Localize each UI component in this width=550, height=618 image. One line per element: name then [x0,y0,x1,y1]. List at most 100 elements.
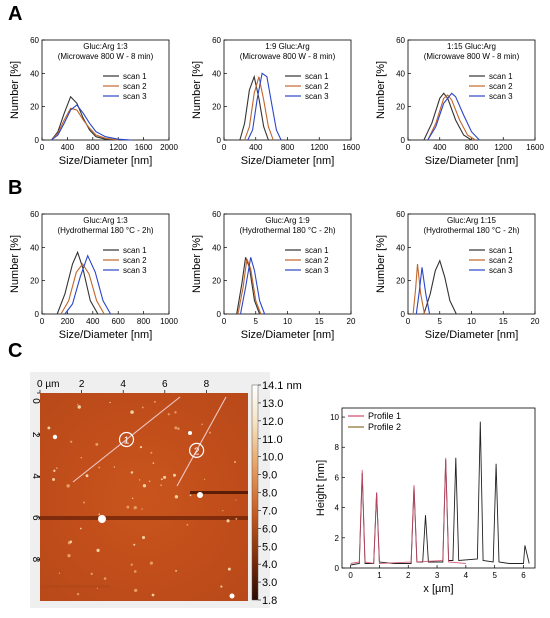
afm-particle [98,513,101,515]
series-line-scan-1 [51,95,119,141]
legend-label-scan-3: scan 3 [123,92,147,101]
afm-particle [235,517,238,520]
y-tick-label: 2 [335,534,340,543]
afm-particle [53,469,56,472]
chart-subtitle: (Hydrothermal 180 °C - 2h) [423,226,519,235]
x-tick-label: 1200 [310,143,328,152]
series-line-scan-3 [64,254,112,315]
afm-particle [126,505,130,509]
legend-label-scan-1: scan 1 [489,72,513,81]
x-axis-label: Size/Diameter [nm] [425,329,519,341]
chart-subtitle: (Microwave 800 W - 8 min) [240,52,336,61]
x-tick-label: 5 [254,317,259,326]
afm-particle [70,440,73,443]
dls-chart-3: 0 400 800 1200 1600 0 20 40 60 Size/Diameter [nm]… [375,36,544,167]
y-tick-label: 40 [212,243,221,252]
afm-y-tick-label: 0 [30,398,41,404]
afm-particle [130,410,134,414]
x-tick-label: 2000 [160,143,178,152]
afm-particle [103,577,107,580]
afm-x-tick-label: 8 [204,379,210,390]
profile-marker-2 [189,442,205,458]
y-tick-label: 0 [217,310,222,319]
legend-label-scan-2: scan 2 [489,82,513,91]
x-tick-label: 800 [281,143,295,152]
x-tick-label: 4 [464,571,469,580]
colorbar-tick-label: 14.1 nm [262,380,302,392]
dls-chart-2: 0 400 800 1200 1600 0 20 40 60 Size/Diameter [nm]… [191,36,360,167]
afm-particle [175,570,177,572]
colorbar-tick-label: 3.0 [262,577,277,589]
y-tick-label: 0 [217,136,222,145]
x-tick-label: 5 [438,317,443,326]
afm-particle [172,473,176,477]
y-tick-label: 60 [30,36,39,45]
y-tick-label: 40 [30,243,39,252]
afm-y-tick-label: 2 [30,432,41,438]
afm-x-tick-label: 6 [162,379,168,390]
series-line-scan-1 [423,92,472,141]
afm-particle [109,401,111,404]
y-axis-label: Number [%] [191,61,203,119]
profile-marker-1 [118,431,135,448]
afm-particle [113,466,116,468]
afm-particle [233,460,237,464]
series-line-scan-2 [237,258,262,315]
series-line-scan-2 [427,94,476,141]
afm-particle [189,494,192,497]
y-tick-label: 60 [396,36,405,45]
afm-particle [151,593,155,597]
legend-label-scan-2: scan 2 [123,82,147,91]
profile-line-2 [176,396,227,487]
series-line-scan-1 [239,74,269,141]
legend-label-scan-2: scan 2 [489,256,513,265]
legend-label-scan-3: scan 3 [489,266,513,275]
x-tick-label: 0 [348,571,353,580]
y-axis-label: Number [%] [9,61,21,119]
colorbar-tick-label: 11.0 [262,434,283,446]
x-tick-label: 10 [467,317,476,326]
y-axis-label: Height [nm] [315,460,327,516]
plot-frame [341,407,536,569]
afm-particle [58,572,61,574]
chart-subtitle: (Microwave 800 W - 8 min) [424,52,520,61]
afm-scan-streak [40,516,248,520]
x-tick-label: 0 [222,317,227,326]
y-tick-label: 4 [335,504,340,513]
series-line-profile-1 [350,457,466,565]
legend-label-scan-3: scan 3 [123,266,147,275]
y-tick-label: 0 [35,136,40,145]
profile-marker-2-label: 2 [194,446,200,457]
x-tick-label: 6 [521,571,526,580]
afm-particle [235,499,237,501]
afm-scan-streak [40,585,110,588]
afm-image-panel: 1 2 0 µm 2 4 6 8 0 2 4 6 8 14.1 nm 13.0 12.0 11.0 10.0 9.… [30,372,302,608]
afm-particle [139,446,143,449]
y-tick-label: 8 [335,443,340,452]
x-tick-label: 2 [406,571,411,580]
afm-particle [174,495,179,499]
legend-label-scan-1: scan 1 [305,246,329,255]
y-tick-label: 60 [30,210,39,219]
colorbar-tick-label: 12.0 [262,416,283,428]
legend-label-scan-2: scan 2 [123,256,147,265]
afm-scan-streak [190,491,248,494]
dls-chart-6: 0 5 10 15 20 0 20 40 60 Size/Diameter [nm] Number … [375,210,540,341]
y-tick-label: 20 [396,277,405,286]
afm-particle [66,484,70,488]
afm-colorbar [251,384,259,601]
series-line-scan-2 [244,76,274,141]
y-axis-label: Number [%] [9,235,21,293]
afm-particle [77,403,79,406]
series-line-scan-1 [56,250,99,315]
afm-particle [133,570,137,573]
legend-label-scan-3: scan 3 [489,92,513,101]
panel-letter-a: A [8,3,23,25]
legend-label-profile-1: Profile 1 [368,411,401,421]
afm-large-particle [229,593,235,599]
colorbar-tick-label: 5.0 [262,541,277,553]
afm-particle [96,548,100,552]
x-tick-label: 1200 [494,143,512,152]
afm-particle [138,479,141,481]
